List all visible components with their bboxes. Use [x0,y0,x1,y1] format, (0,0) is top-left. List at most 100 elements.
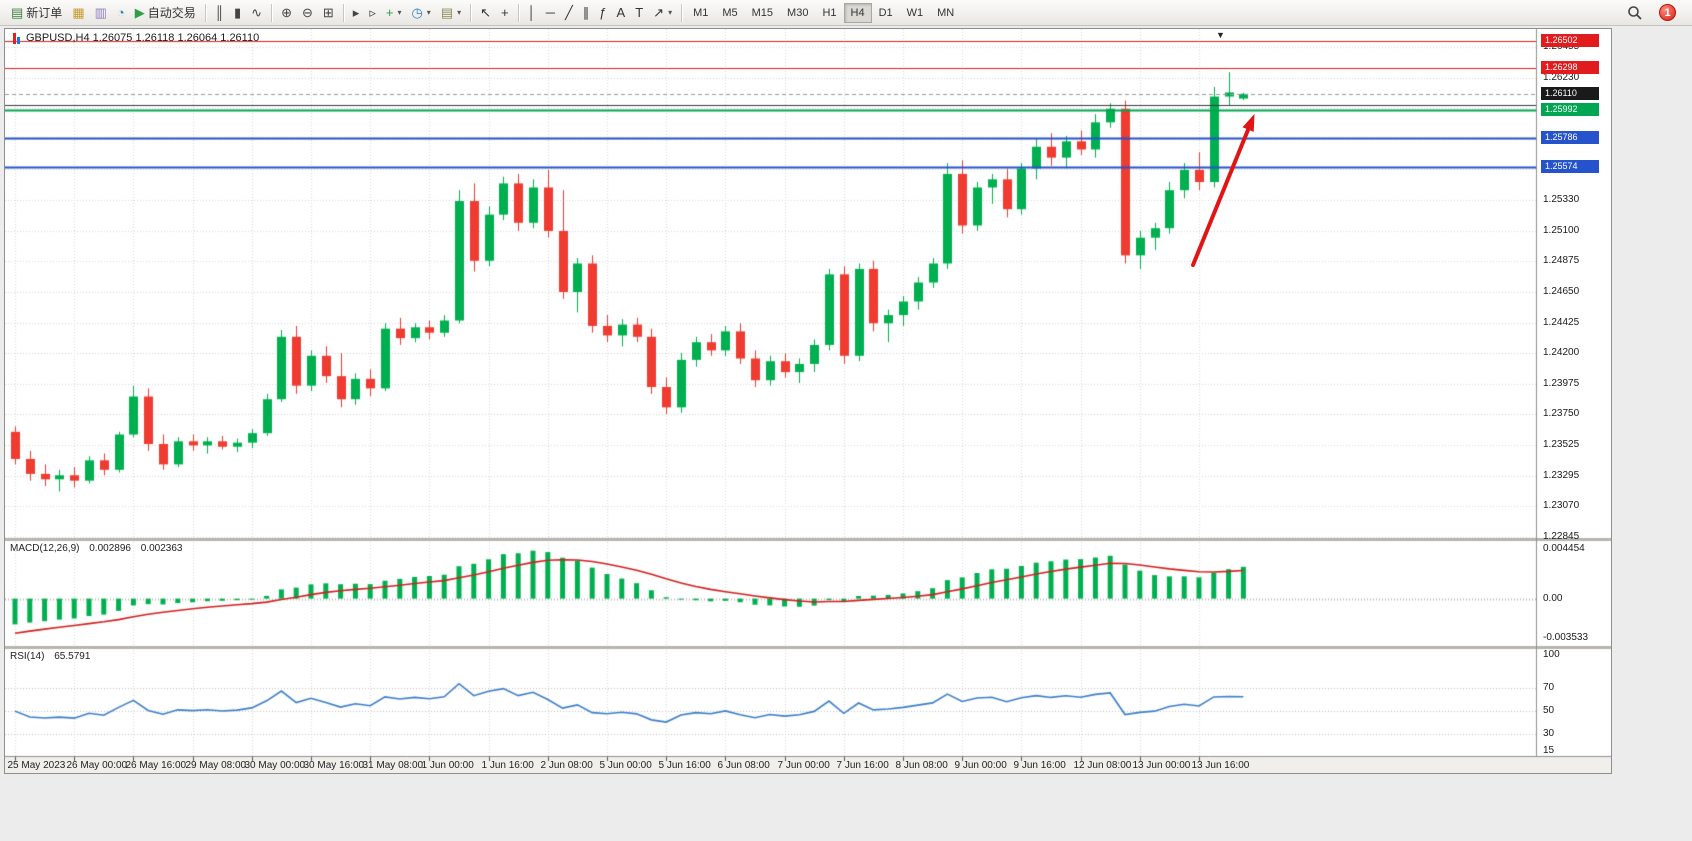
new-chart-icon: ▦ [72,5,85,20]
price-line-badge[interactable]: 1.25574 [1541,160,1599,173]
time-axis-label: 29 May 08:00 [185,760,247,771]
time-axis-label: 26 May 16:00 [125,760,187,771]
timeframe-m30[interactable]: M30 [780,3,815,23]
timeframe-d1[interactable]: D1 [872,3,900,23]
macd-tick-label: 0.00 [1543,593,1563,604]
bars-mode-button[interactable]: ║ [210,3,229,23]
tile-windows-button[interactable]: ⊞ [318,3,339,23]
price-line-badge[interactable]: 1.25992 [1541,103,1599,116]
tile-windows-icon: ⊞ [322,5,334,20]
line-mode-button[interactable]: ∿ [246,3,267,23]
chevron-down-icon: ▾ [397,8,402,17]
arrows-tool-icon: ↗ [653,5,665,20]
channel-button[interactable]: ∥ [578,3,595,23]
rsi-value: 65.5791 [54,651,91,662]
rsi-name: RSI(14) [10,651,45,662]
trend-arrow-annotation[interactable] [1155,107,1285,277]
time-axis-label: 31 May 08:00 [362,760,424,771]
vertical-line-icon: │ [527,5,536,20]
timeframe-m15[interactable]: M15 [745,3,780,23]
candles-mode-button[interactable]: ▮ [229,3,246,23]
macd-name: MACD(12,26,9) [10,543,80,554]
vertical-line-button[interactable]: │ [523,3,541,23]
trendline-button[interactable]: ╱ [560,3,578,23]
price-tick-label: 1.25100 [1543,225,1580,236]
arrows-tool-button[interactable]: ↗ ▾ [648,3,677,23]
profiles-icon: ▥ [94,5,107,20]
bars-mode-icon: ║ [214,5,224,20]
chevron-down-icon: ▾ [457,8,462,17]
zoom-out-button[interactable]: ⊖ [297,3,318,23]
auto-trading-icon: ▶ [134,5,145,20]
template-selector-button[interactable]: ▤ ▾ [436,3,466,23]
time-axis-label: 5 Jun 00:00 [599,760,652,771]
chart-icon [13,32,21,44]
price-tick-label: 1.24425 [1543,317,1580,328]
price-tick-label: 1.22845 [1543,531,1580,542]
fibonacci-button[interactable]: ƒ [594,3,611,23]
chart-canvas[interactable] [5,29,1611,773]
macd-tick-label: 0.004454 [1543,543,1585,554]
timeframe-w1[interactable]: W1 [900,3,931,23]
new-order-button[interactable]: ▤ 新订单 [6,3,67,23]
time-axis-label: 30 May 16:00 [303,760,365,771]
horizontal-line-button[interactable]: ─ [541,3,560,23]
rsi-tick-label: 100 [1543,649,1560,660]
price-line-badge[interactable]: 1.26298 [1541,61,1599,74]
timeframe-mn[interactable]: MN [930,3,961,23]
new-order-icon: ▤ [11,5,24,20]
price-tick-label: 1.24650 [1543,286,1580,297]
time-axis-label: 7 Jun 00:00 [777,760,830,771]
time-axis-label: 26 May 00:00 [66,760,128,771]
toolbar-separator [271,3,273,22]
auto-scroll-button[interactable]: ▸ [348,3,365,23]
macd-tick-label: -0.003533 [1543,632,1589,643]
crosshair-button[interactable]: + [496,3,514,23]
price-line-badge[interactable]: 1.25786 [1541,131,1599,144]
text-label-icon: T [635,5,644,20]
text-label-button[interactable]: T [630,3,648,23]
toolbar-separator [681,3,683,22]
macd-value-signal: 0.002363 [140,543,183,554]
auto-scroll-icon: ▸ [352,5,360,20]
notification-badge[interactable]: 1 [1659,4,1676,21]
period-selector-button[interactable]: ◷ ▾ [406,3,435,23]
price-line-badge[interactable]: 1.26502 [1541,34,1599,47]
chevron-down-icon: ▾ [668,8,673,17]
timeframe-h1[interactable]: H1 [815,3,843,23]
cursor-icon: ↖ [480,5,492,20]
fibonacci-icon: ƒ [599,5,607,20]
timeframe-h4[interactable]: H4 [843,2,872,23]
auto-trading-button[interactable]: ▶ 自动交易 [130,3,201,23]
timeframe-m1[interactable]: M1 [686,3,715,23]
timeframe-m5[interactable]: M5 [715,3,744,23]
notification-count: 1 [1664,6,1671,19]
price-line-badge[interactable]: 1.26110 [1541,87,1599,100]
text-icon: A [616,5,626,20]
price-tick-label: 1.23750 [1543,408,1580,419]
text-button[interactable]: A [612,3,631,23]
time-axis-label: 1 Jun 16:00 [481,760,534,771]
toolbar-separator [342,3,344,22]
toolbar-buttons: ▤ 新订单 ▦ ▥ ◔ ▶ 自动交易 ║ ▮ ∿ ⊕ ⊖ ⊞ ▸ ▹ + ▾ ◷ ▾ ▤ ▾ ↖ + │ ─ ╱ ∥ ƒ A T ↗ ▾ [6,3,686,23]
channel-icon: ∥ [582,5,590,20]
refresh-button[interactable]: ◔ [112,3,130,23]
new-chart-button[interactable]: ▦ [67,3,89,23]
line-mode-icon: ∿ [251,5,263,20]
time-axis-label: 13 Jun 00:00 [1132,760,1191,771]
profiles-button[interactable]: ▥ [90,3,112,23]
rsi-tick-label: 70 [1543,682,1555,693]
add-indicator-button[interactable]: + ▾ [381,3,407,23]
chart-shift-marker[interactable]: ▼ [1216,30,1225,40]
toolbar-separator [517,3,519,22]
chevron-down-icon: ▾ [426,8,431,17]
template-selector-icon: ▤ [440,5,454,20]
chart-shift-button[interactable]: ▹ [364,3,381,23]
horizontal-line-icon: ─ [545,5,555,20]
price-tick-label: 1.24875 [1543,255,1580,266]
cursor-button[interactable]: ↖ [475,3,496,23]
zoom-in-button[interactable]: ⊕ [276,3,297,23]
search-button[interactable] [1622,3,1647,23]
price-tick-label: 1.26230 [1543,72,1580,83]
